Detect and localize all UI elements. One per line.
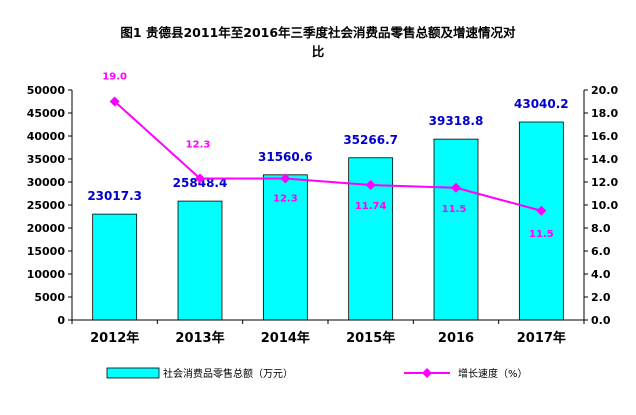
legend-line-label: 增长速度（%） xyxy=(458,367,528,380)
bar xyxy=(92,213,138,321)
legend: 社会消费品零售总额（万元） 增长速度（%） xyxy=(106,367,528,380)
left-tick-label: 5000 xyxy=(34,291,65,304)
growth-value-label: 12.3 xyxy=(273,194,298,205)
bar-value-label: 35266.7 xyxy=(343,133,398,147)
left-tick-label: 20000 xyxy=(27,222,66,235)
bar-value-label: 39318.8 xyxy=(429,114,484,128)
legend-line-marker xyxy=(422,368,432,378)
growth-value-label: 11.5 xyxy=(442,204,467,215)
x-tick-label: 2013年 xyxy=(175,330,224,346)
growth-value-label: 11.74 xyxy=(355,201,387,212)
left-tick-label: 45000 xyxy=(27,107,66,120)
left-tick-label: 35000 xyxy=(27,153,66,166)
left-tick-label: 25000 xyxy=(27,199,66,212)
plot-area: 0 5000 10000 15000 20000 25000 30000 35000 40000… xyxy=(27,72,619,347)
right-tick-label: 10.0 xyxy=(591,199,618,212)
right-tick-label: 0.0 xyxy=(591,314,611,327)
growth-point xyxy=(536,205,547,216)
growth-point xyxy=(451,182,461,193)
left-tick-label: 0 xyxy=(57,314,65,327)
right-tick-label: 2.0 xyxy=(591,291,611,304)
legend-bar-label: 社会消费品零售总额（万元） xyxy=(163,367,293,380)
right-tick-label: 20.0 xyxy=(591,84,618,97)
left-tick-label: 40000 xyxy=(27,130,66,143)
bar-value-label: 43040.2 xyxy=(514,97,569,111)
growth-value-label: 12.3 xyxy=(186,140,211,151)
right-tick-label: 8.0 xyxy=(591,222,611,235)
left-tick-label: 15000 xyxy=(27,245,66,258)
chart-title-line1: 图1 贵德县2011年至2016年三季度社会消费品零售总额及增速情况对 xyxy=(120,25,516,40)
growth-line xyxy=(113,100,542,212)
x-tick-label: 2014年 xyxy=(261,330,310,346)
bar xyxy=(262,174,308,321)
bar-value-label: 23017.3 xyxy=(87,189,142,203)
bar xyxy=(177,200,223,321)
x-tick-label: 2017年 xyxy=(517,330,566,346)
right-tick-label: 4.0 xyxy=(591,268,611,281)
x-tick-label: 2015年 xyxy=(346,330,395,346)
growth-value-label: 19.0 xyxy=(102,72,127,83)
left-tick-label: 10000 xyxy=(27,268,66,281)
legend-bar-swatch xyxy=(106,367,160,379)
left-tick-label: 30000 xyxy=(27,176,66,189)
left-tick-label: 50000 xyxy=(27,84,66,97)
growth-point xyxy=(109,96,120,107)
bar-value-label: 31560.6 xyxy=(258,150,313,164)
growth-point xyxy=(280,173,291,184)
growth-point xyxy=(195,173,205,184)
chart-title-line2: 比 xyxy=(312,44,325,59)
x-tick-label: 2012年 xyxy=(90,330,139,346)
bar xyxy=(433,138,479,321)
right-tick-label: 6.0 xyxy=(591,245,611,258)
right-tick-label: 18.0 xyxy=(591,107,618,120)
right-tick-label: 12.0 xyxy=(591,176,618,189)
right-tick-label: 14.0 xyxy=(591,153,618,166)
x-tick-label: 2016 xyxy=(438,331,474,346)
bar xyxy=(518,121,564,321)
growth-point xyxy=(365,179,376,190)
right-tick-label: 16.0 xyxy=(591,130,618,143)
growth-value-label: 11.5 xyxy=(529,229,554,240)
